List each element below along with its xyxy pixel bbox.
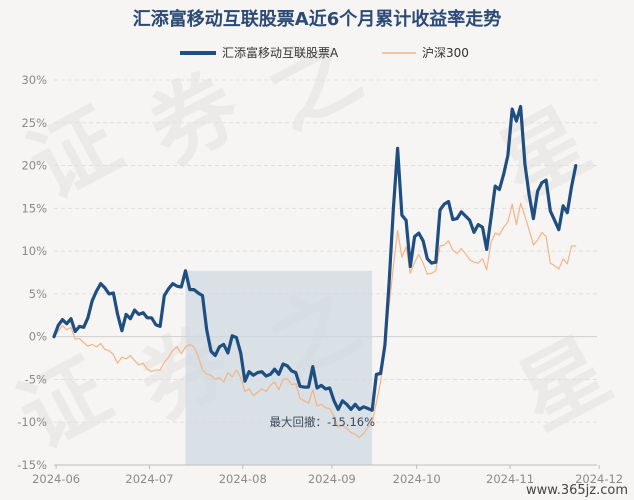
watermark-url: www.365jz.com [526,483,628,498]
x-axis: 2024-06 2024-07 2024-08 2024-09 2024-10 2024-… [32,464,623,486]
y-tick-label: -15% [17,458,47,472]
y-tick-label: 25% [21,116,47,130]
watermark-glyph: 星 [483,90,606,219]
y-tick-label: -10% [17,415,47,429]
y-tick-label: 10% [21,244,47,258]
drawdown-label: 最大回撤：-15.16% [270,415,376,429]
x-tick-label: 2024-06 [32,472,80,486]
drawdown-area [185,270,373,465]
y-tick-label: 5% [29,287,47,301]
legend-label-fund: 汇添富移动互联股票A [222,45,339,60]
fund-line [52,104,578,412]
watermark-glyph: 证 [13,90,136,219]
drawdown-layer [185,270,373,465]
x-tick-label: 2024-12 [575,472,623,486]
y-tick-label: 15% [21,201,47,215]
chart-title: 汇添富移动互联股票A近6个月累计收益率走势 [133,8,501,30]
watermark-glyph: 证 [3,340,126,469]
x-tick-label: 2024-11 [486,472,534,486]
series-layer [52,104,578,439]
y-tick-label: -5% [25,372,47,386]
x-tick-label: 2024-08 [219,472,267,486]
watermark-glyph: 星 [503,320,626,449]
x-tick-label: 2024-07 [125,472,173,486]
y-tick-label: 30% [21,73,47,87]
watermark-glyph: 券 [133,54,257,183]
legend: 汇添富移动互联股票A 沪深300 [180,45,469,60]
index-line [53,202,577,439]
watermark-glyph: 之 [253,20,376,149]
y-tick-label: 0% [29,330,47,344]
y-tick-label: 20% [21,159,47,173]
y-axis: 30% 25% 20% 15% 10% 5% 0% -5% -10% -15% [17,73,47,472]
legend-label-index: 沪深300 [422,46,469,60]
x-tick-label: 2024-09 [308,472,356,486]
x-tick-label: 2024-10 [393,472,441,486]
